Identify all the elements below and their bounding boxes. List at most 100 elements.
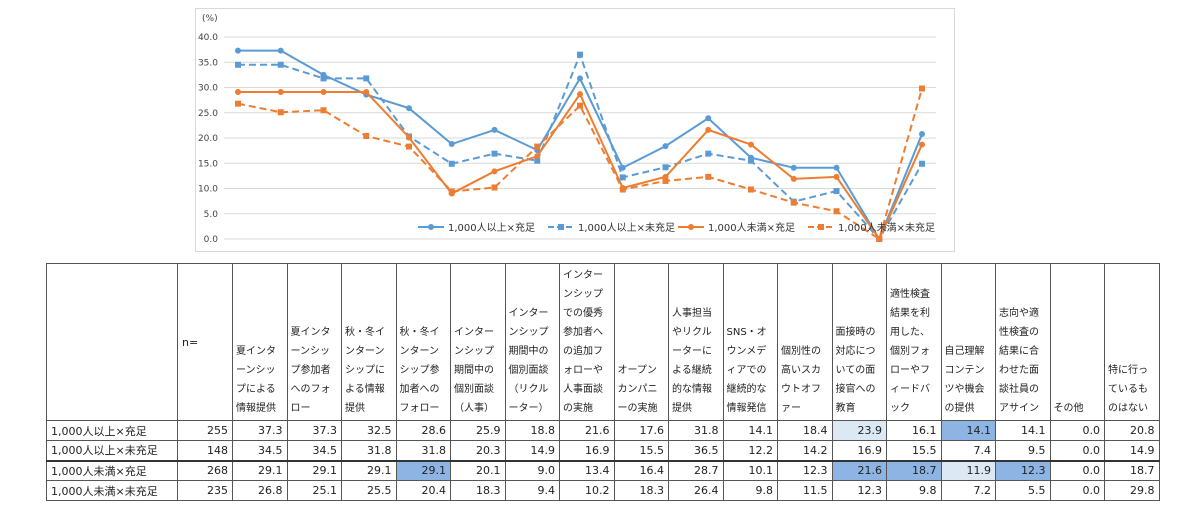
data-point (619, 186, 626, 193)
data-point (534, 143, 541, 150)
table-cell: 12.3 (777, 459, 833, 481)
data-point (705, 150, 712, 157)
table-cell: 20.3 (450, 440, 506, 461)
table-cell: 25.1 (286, 480, 342, 501)
table-cell: 37.3 (232, 420, 288, 441)
data-point (876, 236, 883, 242)
n-value: 148 (177, 440, 233, 461)
table-cell: 29.1 (395, 459, 451, 481)
column-header: 夏インターンシップによる情報提供 (232, 263, 288, 421)
n-value: 235 (177, 480, 233, 501)
series-line-2 (238, 91, 923, 242)
table-cell: 28.6 (395, 420, 451, 441)
table-cell: 7.2 (940, 480, 996, 501)
data-point (491, 184, 498, 191)
column-header: その他 (1049, 263, 1105, 421)
n-value: 268 (177, 459, 233, 481)
table-row: 1,000人未満×未充足 235 26.8 25.1 25.5 20.4 18.3 9.4 10… (46, 480, 1160, 501)
y-unit-label: (%) (202, 14, 218, 24)
table-cell: 20.4 (395, 480, 451, 501)
data-point (619, 174, 626, 181)
data-point (448, 160, 455, 167)
legend-label: 1,000人未満×未充足 (838, 221, 935, 234)
line-chart: (%) 0.0 5.0 10.0 15.0 20.0 25.0 30.0 35.0 40.0 1,0… (195, 8, 955, 252)
data-point (790, 164, 797, 171)
data-point (534, 153, 541, 160)
y-tick-label: 15.0 (198, 159, 218, 169)
data-point (277, 47, 284, 54)
data-point (320, 89, 327, 96)
table-cell: 7.4 (940, 440, 996, 461)
data-point (919, 141, 925, 148)
n-header: n= (177, 263, 233, 421)
column-header: 特に行っているものはない (1104, 263, 1160, 421)
table-cell: 34.5 (286, 440, 342, 461)
column-header: 適性検査結果を利用した、個別フォローやフィードバック (886, 263, 942, 421)
table-cell: 14.1 (722, 420, 778, 441)
data-point (833, 173, 840, 180)
data-point (491, 168, 498, 175)
data-point (491, 150, 498, 157)
table-cell: 0.0 (1049, 440, 1105, 461)
data-point (919, 130, 925, 137)
table-cell: 16.4 (613, 459, 669, 481)
data-point (833, 208, 840, 215)
table-cell: 20.1 (450, 459, 506, 481)
table-cell: 18.4 (777, 420, 833, 441)
y-tick-label: 5.0 (204, 210, 219, 220)
table-cell: 25.9 (450, 420, 506, 441)
table-cell: 28.7 (668, 459, 724, 481)
table-cell: 12.3 (831, 480, 887, 501)
y-tick-label: 30.0 (198, 84, 218, 94)
table-cell: 0.0 (1049, 420, 1105, 441)
y-tick-label: 40.0 (198, 33, 218, 43)
table-cell: 26.8 (232, 480, 288, 501)
table-cell: 31.8 (668, 420, 724, 441)
table-cell: 14.2 (777, 440, 833, 461)
table-cell: 16.9 (831, 440, 887, 461)
data-point (748, 141, 754, 148)
table-cell: 14.1 (995, 420, 1051, 441)
data-point (790, 199, 797, 206)
data-point (919, 160, 925, 167)
legend-label: 1,000人未満×充足 (708, 221, 795, 234)
table-cell: 29.1 (286, 459, 342, 481)
table-cell: 16.1 (886, 420, 942, 441)
table-cell: 37.3 (286, 420, 342, 441)
table-cell: 29.8 (1104, 480, 1160, 501)
column-header: 秋・冬インターンシップによる情報提供 (341, 263, 397, 421)
column-header: 個別性の高いスカウトオファー (777, 263, 833, 421)
table-header-row: n= 夏インターンシップによる情報提供 夏インターンシップ参加者へのフォロー 秋・冬イ… (46, 263, 1160, 421)
table-cell: 18.3 (450, 480, 506, 501)
table-row: 1,000人未満×充足 268 29.1 29.1 29.1 29.1 20.1 9.0 13.… (46, 459, 1160, 481)
table-cell: 12.2 (722, 440, 778, 461)
table-cell: 9.4 (504, 480, 560, 501)
column-header: オープンカンパニーの実施 (613, 263, 669, 421)
column-header: SNS・オウンメディアでの継続的な情報発信 (722, 263, 778, 421)
data-point (662, 177, 669, 184)
data-table: n= 夏インターンシップによる情報提供 夏インターンシップ参加者へのフォロー 秋・冬イ… (46, 263, 1160, 501)
legend-marker (558, 224, 564, 230)
table-cell: 25.5 (341, 480, 397, 501)
table-cell: 13.4 (559, 459, 615, 481)
y-tick-label: 10.0 (198, 185, 218, 195)
column-header: 夏インターンシップ参加者へのフォロー (286, 263, 342, 421)
table-cell: 10.2 (559, 480, 615, 501)
row-label: 1,000人以上×充足 (46, 420, 178, 441)
table-cell: 26.4 (668, 480, 724, 501)
data-point (363, 75, 370, 82)
data-point (448, 141, 455, 148)
data-point (705, 115, 712, 122)
column-header: 自己理解コンテンツや機会の提供 (940, 263, 996, 421)
table-cell: 14.1 (940, 420, 996, 441)
y-tick-label: 35.0 (198, 58, 218, 68)
table-cell: 10.1 (722, 459, 778, 481)
table-cell: 32.5 (341, 420, 397, 441)
table-cell: 14.9 (1104, 440, 1160, 461)
data-point (833, 164, 840, 171)
data-point (235, 47, 241, 54)
data-point (277, 61, 284, 68)
table-cell: 9.5 (995, 440, 1051, 461)
data-point (363, 89, 370, 96)
data-point (406, 143, 412, 150)
